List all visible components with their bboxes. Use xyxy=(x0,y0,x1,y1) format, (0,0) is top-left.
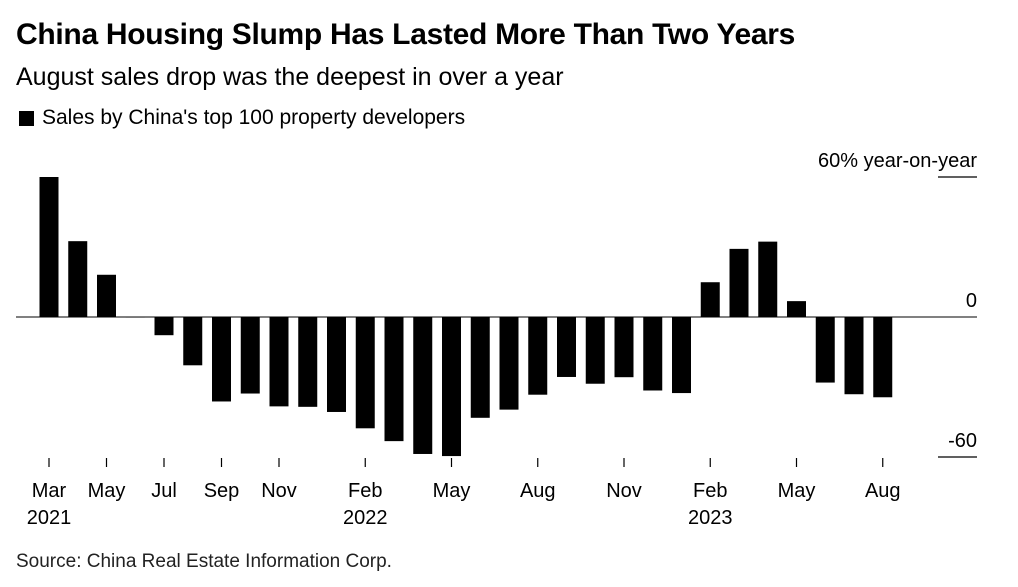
bar-2021-03 xyxy=(39,177,59,317)
bar-2021-09 xyxy=(212,317,231,402)
bar-2022-05 xyxy=(442,317,461,457)
bar-2022-11 xyxy=(614,317,634,378)
x-tick-label-2022-11: Nov xyxy=(606,480,642,502)
y-tick-label-1: 0 xyxy=(966,290,977,312)
bar-2023-02 xyxy=(700,282,720,317)
bar-2022-10 xyxy=(585,317,605,384)
bar-2021-11 xyxy=(269,317,289,407)
bar-2022-03 xyxy=(384,317,404,442)
x-year-label-2023: 2023 xyxy=(688,507,733,529)
bar-2021-10 xyxy=(240,317,260,394)
x-year-label-2022: 2022 xyxy=(343,507,388,529)
source-note: Source: China Real Estate Information Co… xyxy=(16,551,392,572)
chart-title: China Housing Slump Has Lasted More Than… xyxy=(16,18,796,51)
x-tick-label-2023-02: Feb xyxy=(693,480,727,502)
bar-2023-03 xyxy=(729,248,749,317)
x-tick-label-2022-05: May xyxy=(433,480,471,502)
bar-2022-06 xyxy=(470,317,490,418)
bar-2022-09 xyxy=(557,317,576,377)
bar-2023-07 xyxy=(844,317,864,395)
x-tick-label-2022-02: Feb xyxy=(348,480,382,502)
bar-2021-07 xyxy=(154,317,174,336)
bar-2023-06 xyxy=(815,317,835,383)
x-tick-label-2021-09: Sep xyxy=(204,480,240,502)
bar-2022-01 xyxy=(327,317,346,412)
x-tick-label-2021-11: Nov xyxy=(261,480,297,502)
bar-2023-08 xyxy=(873,317,893,398)
bar-2023-04 xyxy=(758,241,778,317)
bar-2021-04 xyxy=(68,241,88,317)
x-tick-label-2021-03: Mar xyxy=(32,480,67,502)
bar-2022-12 xyxy=(643,317,663,391)
bar-2021-08 xyxy=(183,317,203,366)
legend-swatch xyxy=(19,110,34,126)
bar-2023-05 xyxy=(787,301,806,317)
legend: Sales by China's top 100 property develo… xyxy=(19,106,465,130)
bar-2021-05 xyxy=(97,274,116,317)
x-tick-label-2023-05: May xyxy=(778,480,816,502)
x-tick-label-2023-08: Aug xyxy=(865,480,901,502)
chart-subtitle: August sales drop was the deepest in ove… xyxy=(16,63,564,91)
bar-2023-01 xyxy=(672,317,691,394)
bar-2022-07 xyxy=(499,317,519,410)
y-tick-label-2: -60 xyxy=(948,430,977,452)
bar-2021-12 xyxy=(298,317,318,407)
x-tick-label-2022-08: Aug xyxy=(520,480,556,502)
x-tick-label-2021-05: May xyxy=(88,480,126,502)
legend-label: Sales by China's top 100 property develo… xyxy=(42,106,466,129)
bar-2022-04 xyxy=(413,317,433,454)
bar-2022-02 xyxy=(355,317,375,429)
axes-group: 60% year-on-year 0 -60 Mar 2021 May Jul Sep Nov F… xyxy=(16,150,977,529)
bars-group xyxy=(39,177,893,457)
bar-2022-08 xyxy=(528,317,548,395)
x-tick-label-2021-07: Jul xyxy=(151,480,177,502)
x-year-label-2021: 2021 xyxy=(27,507,72,529)
y-tick-label-0: 60% year-on-year xyxy=(818,150,977,172)
